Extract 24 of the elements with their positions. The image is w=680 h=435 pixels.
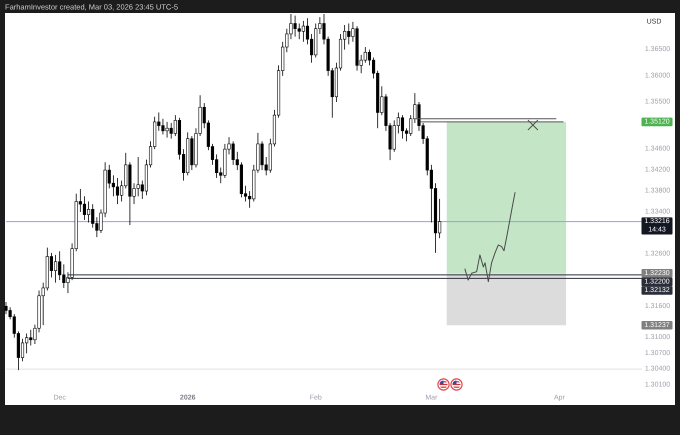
candlestick <box>87 201 90 223</box>
candlestick <box>82 196 86 220</box>
candlestick <box>232 140 235 166</box>
candlestick <box>302 20 305 42</box>
candlestick <box>116 178 120 205</box>
candlestick <box>400 114 404 140</box>
candlestick <box>298 23 301 40</box>
candlestick <box>62 264 66 288</box>
candlestick <box>54 254 58 284</box>
candlestick <box>136 156 140 197</box>
candlestick <box>29 329 32 346</box>
candlestick <box>4 302 8 315</box>
candlestick <box>165 122 169 138</box>
candlestick <box>25 333 28 354</box>
candlestick <box>260 140 264 170</box>
candlestick <box>170 122 173 140</box>
candlestick <box>364 46 367 64</box>
line-series <box>464 192 516 282</box>
candlestick <box>161 118 165 135</box>
candlestick <box>392 120 396 152</box>
candlestick <box>58 250 62 280</box>
candlestick <box>91 204 94 228</box>
candlestick <box>294 15 297 37</box>
candlestick <box>347 23 350 45</box>
